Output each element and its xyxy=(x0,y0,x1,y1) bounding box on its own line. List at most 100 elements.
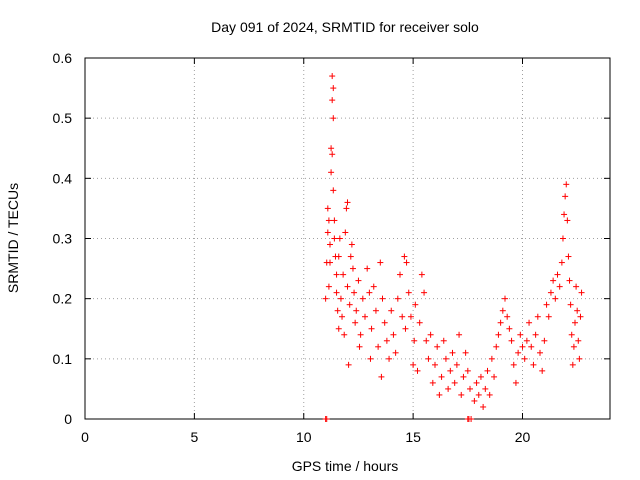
data-point xyxy=(539,367,546,374)
data-point xyxy=(537,349,543,356)
data-point xyxy=(359,295,366,302)
data-point xyxy=(554,271,561,278)
data-point xyxy=(337,295,344,302)
data-point xyxy=(477,373,484,380)
data-point xyxy=(347,253,354,260)
data-point xyxy=(577,313,584,320)
data-point xyxy=(486,391,493,398)
data-point xyxy=(355,277,362,284)
data-point xyxy=(429,379,436,386)
data-point xyxy=(364,265,371,272)
data-point xyxy=(418,271,425,278)
y-tick-label: 0.5 xyxy=(53,110,73,126)
y-tick-label: 0.2 xyxy=(53,291,73,307)
data-point xyxy=(464,367,471,374)
data-point xyxy=(566,277,573,284)
data-point xyxy=(449,349,456,356)
data-point xyxy=(442,355,449,362)
data-point xyxy=(456,331,463,338)
data-point xyxy=(386,355,393,362)
axis-ticks: 0 5 10 15 20 0 0.1 0.2 0.3 0.4 0.5 0.6 xyxy=(53,50,610,445)
data-point xyxy=(559,235,566,242)
data-point xyxy=(552,295,559,302)
data-point xyxy=(411,337,418,344)
data-point xyxy=(328,169,335,176)
data-point xyxy=(335,253,342,260)
data-point xyxy=(333,271,340,278)
data-point xyxy=(453,361,460,368)
data-point xyxy=(467,385,473,392)
data-point xyxy=(348,241,355,248)
data-point xyxy=(325,283,332,290)
data-point xyxy=(399,313,406,320)
data-point xyxy=(547,289,554,296)
data-point xyxy=(324,205,331,212)
data-point xyxy=(353,307,360,314)
data-point xyxy=(335,325,342,332)
data-point xyxy=(390,331,397,338)
data-point xyxy=(378,373,385,380)
data-point xyxy=(521,355,528,362)
data-point xyxy=(493,343,500,350)
data-point xyxy=(530,361,537,368)
data-point xyxy=(402,325,409,332)
data-point xyxy=(468,416,475,422)
data-point xyxy=(502,295,508,302)
data-point xyxy=(327,259,333,266)
data-point xyxy=(339,313,346,320)
data-point xyxy=(458,391,465,398)
data-point xyxy=(532,331,539,338)
data-point xyxy=(451,379,458,386)
data-point xyxy=(394,295,401,302)
data-point xyxy=(425,355,432,362)
data-point xyxy=(556,283,563,290)
data-point xyxy=(327,241,333,248)
data-point xyxy=(379,295,386,302)
data-point xyxy=(508,337,515,344)
data-point xyxy=(416,319,423,326)
data-point xyxy=(427,331,434,338)
data-point xyxy=(543,301,550,308)
data-point xyxy=(515,349,522,356)
data-point xyxy=(346,301,353,308)
data-point xyxy=(407,313,414,320)
data-point xyxy=(506,325,513,332)
data-point xyxy=(412,301,419,308)
data-point xyxy=(344,199,351,206)
x-axis-label: GPS time / hours xyxy=(292,458,399,474)
data-point xyxy=(383,337,390,344)
data-point xyxy=(330,115,337,122)
data-point xyxy=(375,343,382,350)
x-tick-label: 15 xyxy=(405,429,421,445)
data-point xyxy=(495,331,502,338)
y-tick-label: 0.6 xyxy=(53,50,73,66)
data-point xyxy=(569,361,576,368)
data-point xyxy=(432,361,438,368)
data-point xyxy=(403,259,410,266)
data-point xyxy=(377,259,384,266)
data-point xyxy=(370,283,377,290)
data-point xyxy=(405,289,412,296)
data-point xyxy=(573,283,580,290)
chart-title: Day 091 of 2024, SRMTID for receiver sol… xyxy=(211,19,479,35)
data-point xyxy=(322,295,329,302)
data-point xyxy=(471,397,478,404)
data-point xyxy=(499,307,506,314)
data-point xyxy=(340,271,347,278)
data-point xyxy=(352,319,359,326)
data-point xyxy=(357,331,364,338)
data-point xyxy=(504,313,511,320)
data-point xyxy=(323,416,330,422)
data-point xyxy=(534,313,541,320)
data-point xyxy=(526,319,533,326)
data-points xyxy=(322,73,585,422)
data-point xyxy=(564,217,571,224)
data-point xyxy=(475,391,482,398)
data-point xyxy=(366,289,373,296)
data-point xyxy=(368,325,375,332)
data-point xyxy=(447,367,454,374)
data-point xyxy=(497,319,504,326)
data-point xyxy=(545,313,552,320)
data-point xyxy=(572,319,578,326)
data-point xyxy=(421,289,428,296)
